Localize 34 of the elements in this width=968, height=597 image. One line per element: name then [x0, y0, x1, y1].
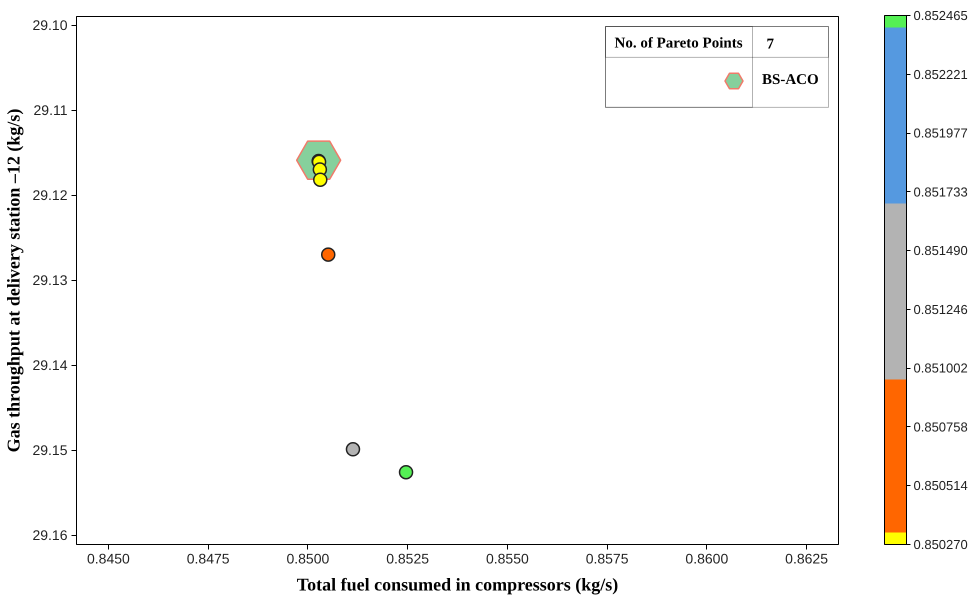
- color-bar-label: 0.852221: [914, 66, 968, 82]
- color-bar-label: 0.851246: [914, 302, 968, 317]
- y-tick-label: 29.10: [32, 17, 68, 33]
- x-tick-label: 0.8525: [386, 550, 430, 566]
- y-tick-label: 29.12: [32, 187, 68, 204]
- x-tick-label: 0.8625: [785, 550, 828, 566]
- y-tick-label: 29.11: [34, 102, 68, 118]
- point: [313, 172, 328, 187]
- x-tick-label: 0.8450: [87, 550, 130, 566]
- x-tick-label: 0.8600: [685, 550, 728, 566]
- y-tick-label: 29.13: [32, 272, 68, 288]
- point: [320, 247, 336, 262]
- y-axis-title: Gas throughput at delivery station –12 (kg/s): [3, 108, 24, 452]
- color-bar-label: 0.852465: [914, 8, 968, 23]
- y-tick-label: 29.15: [32, 442, 68, 458]
- x-tick-label: 0.8550: [486, 550, 529, 566]
- legend-title: No. of Pareto Points: [614, 35, 743, 52]
- color-bar-label: 0.850758: [914, 419, 968, 434]
- annotation: 7: [766, 36, 774, 52]
- color-bar-label: 0.850270: [914, 537, 968, 552]
- color-bar-label: 0.851002: [914, 360, 968, 376]
- y-tick-label: 29.14: [32, 357, 68, 374]
- color-bar-label: 0.850514: [914, 478, 968, 494]
- x-tick-label: 0.8575: [586, 550, 629, 566]
- y-tick-label: 29.16: [32, 527, 68, 544]
- x-tick-label: 0.8475: [186, 550, 230, 566]
- color-bar-label: 0.851733: [914, 184, 968, 200]
- color-bar-label: 0.851977: [914, 126, 968, 141]
- x-axis-title: Total fuel consumed in compressors (kg/s): [296, 574, 618, 594]
- point: [398, 464, 414, 480]
- color-bar-label: 0.851490: [914, 242, 968, 258]
- x-tick-label: 0.8500: [286, 550, 330, 566]
- point: [346, 442, 360, 457]
- legend-label: BS-ACO: [762, 72, 819, 89]
